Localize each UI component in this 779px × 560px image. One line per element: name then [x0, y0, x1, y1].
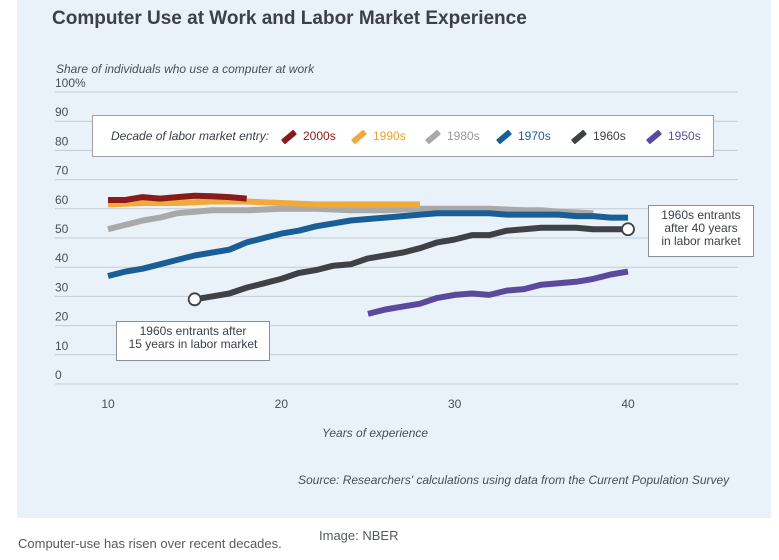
- x-tick-label: 10: [101, 397, 115, 411]
- callout-40-line-1: 1960s entrants: [661, 208, 741, 222]
- legend-swatch-1980s: [424, 129, 442, 145]
- y-tick-label: 0: [55, 368, 62, 382]
- legend-swatch-2000s: [280, 129, 298, 145]
- series-line-1990s: [107, 198, 420, 208]
- legend-item-2000s: 2000s: [280, 129, 336, 145]
- callout-15-years: 1960s entrants after 15 years in labor m…: [116, 321, 270, 361]
- image-caption: Computer-use has risen over recent decad…: [18, 536, 282, 551]
- series-line-1950s: [367, 268, 629, 317]
- legend: Decade of labor market entry: 2000s 1990…: [92, 115, 714, 157]
- legend-swatch-1970s: [495, 129, 513, 145]
- source-note: Source: Researchers' calculations using …: [298, 473, 730, 487]
- legend-item-1990s: 1990s: [350, 129, 406, 145]
- x-tick-label: 20: [275, 397, 289, 411]
- callout-40-line-2: after 40 years: [664, 221, 738, 235]
- series-line-2000s: [108, 192, 247, 203]
- legend-label-1960s: 1960s: [593, 129, 626, 143]
- legend-item-1960s: 1960s: [570, 129, 626, 145]
- y-tick-label: 20: [55, 310, 69, 324]
- callout-40-years: 1960s entrants after 40 years in labor m…: [648, 205, 754, 257]
- series-line-1960s: [194, 224, 628, 303]
- x-tick-label: 30: [448, 397, 462, 411]
- image-credit: Image: NBER: [319, 528, 399, 543]
- series-lines: [107, 192, 629, 317]
- annotation-marker-1: [187, 292, 202, 307]
- legend-label-2000s: 2000s: [303, 129, 336, 143]
- legend-item-1980s: 1980s: [424, 129, 480, 145]
- chart-title: Computer Use at Work and Labor Market Ex…: [52, 8, 527, 29]
- legend-label-1970s: 1970s: [518, 129, 551, 143]
- y-tick-label: 90: [55, 105, 69, 119]
- legend-item-1970s: 1970s: [495, 129, 551, 145]
- chart-panel: [17, 0, 771, 518]
- y-tick-label: 50: [55, 222, 69, 236]
- series-line-1980s: [107, 205, 594, 233]
- x-tick-label: 40: [621, 397, 635, 411]
- callout-15-line-1: 1960s entrants after: [139, 324, 247, 338]
- axis-ticks: 0 10 20 30 40 50 60 70 80 90 100% 10 20 30 40: [55, 76, 635, 411]
- annotation-marker-2: [621, 222, 635, 237]
- y-tick-label: 10: [55, 339, 69, 353]
- legend-label-1980s: 1980s: [447, 129, 480, 143]
- annotation-markers: [187, 222, 635, 307]
- legend-label-1990s: 1990s: [373, 129, 406, 143]
- x-axis-label: Years of experience: [322, 426, 429, 440]
- y-tick-label: 60: [55, 193, 69, 207]
- y-tick-label: 80: [55, 134, 69, 148]
- y-tick-label: 70: [55, 164, 69, 178]
- y-tick-label: 30: [55, 280, 69, 294]
- legend-item-1950s: 1950s: [645, 129, 701, 145]
- legend-swatch-1960s: [570, 129, 588, 145]
- legend-label-1950s: 1950s: [668, 129, 701, 143]
- y-tick-label: 40: [55, 251, 69, 265]
- series-line-1970s: [107, 210, 628, 279]
- callout-15-line-2: 15 years in labor market: [128, 337, 258, 351]
- legend-title: Decade of labor market entry:: [111, 129, 270, 143]
- y-tick-label: 100%: [55, 76, 86, 90]
- y-axis-label: Share of individuals who use a computer …: [56, 62, 315, 76]
- legend-swatch-1990s: [350, 129, 368, 145]
- legend-swatch-1950s: [645, 129, 663, 145]
- callout-40-line-3: in labor market: [661, 234, 741, 248]
